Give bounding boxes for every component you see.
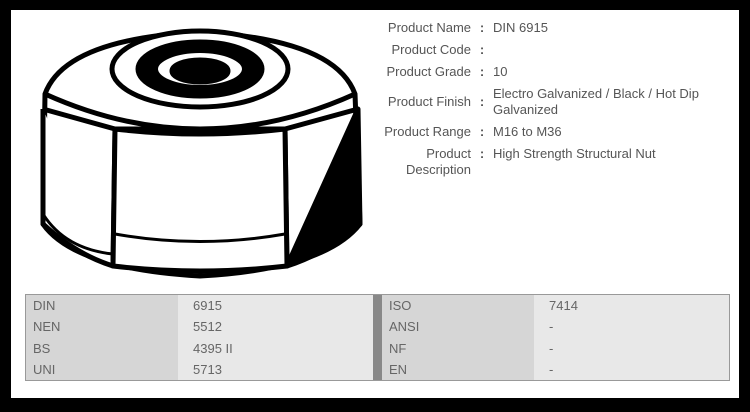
detail-product-description: Product Description: High Strength Struct… [405,146,656,177]
standards-left: DIN 6915 NEN 5512 BS 4395 II UNI 5713 [26,295,373,380]
detail-product-grade: Product Grade:10 [386,64,508,79]
detail-product-code: Product Code: [391,42,485,57]
product-panel: Product Name: DIN 6915 Product Code: Prod… [11,10,739,398]
detail-product-finish: Product Finish: Electro Galvanized / Blac… [387,86,699,117]
standards-table: DIN 6915 NEN 5512 BS 4395 II UNI 5713 ISO 741… [25,294,730,381]
table-row: BS 4395 II [26,337,373,359]
detail-product-name: Product Name: DIN 6915 [387,20,548,35]
table-row: EN - [382,358,729,380]
product-details: Product Name: DIN 6915 Product Code: Prod… [371,20,731,184]
table-row: UNI 5713 [26,358,373,380]
table-row: NF - [382,337,729,359]
table-row: ANSI - [382,316,729,338]
table-row: DIN 6915 [26,295,373,317]
table-row: ISO 7414 [382,295,729,317]
table-row: NEN 5512 [26,316,373,338]
column-divider [373,295,382,380]
detail-product-range: Product Range: M16 to M36 [384,124,562,139]
hex-nut-image [40,28,363,279]
standards-right: ISO 7414 ANSI - NF - EN - [382,295,729,380]
